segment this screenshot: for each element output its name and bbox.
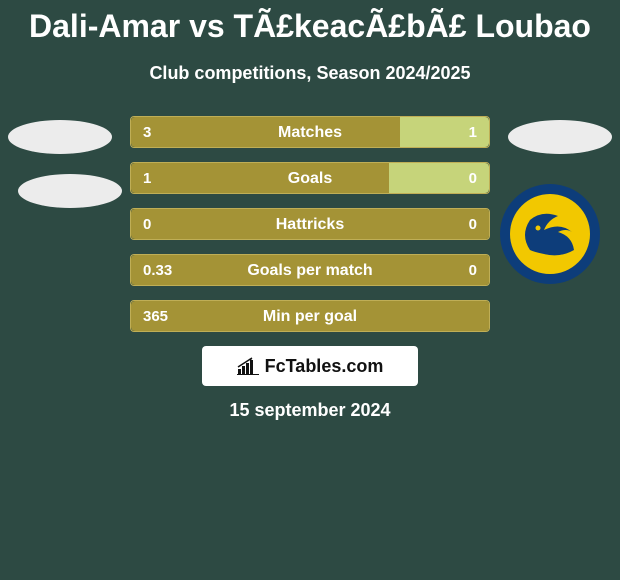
stat-value-right: 0 bbox=[457, 209, 489, 240]
stat-label: Matches bbox=[131, 117, 489, 148]
left-team-logo-placeholder-1 bbox=[8, 120, 112, 154]
stats-container: 3 Matches 1 1 Goals 0 0 Hattricks 0 0.33… bbox=[130, 116, 490, 332]
stat-row: 1 Goals 0 bbox=[130, 162, 490, 194]
stat-value-left: 365 bbox=[131, 301, 180, 332]
stat-value-left: 1 bbox=[131, 163, 163, 194]
right-team-logo-placeholder bbox=[508, 120, 612, 154]
bar-chart-icon bbox=[237, 357, 259, 375]
stat-label: Goals per match bbox=[131, 255, 489, 286]
stat-label: Hattricks bbox=[131, 209, 489, 240]
stat-value-right: 0 bbox=[457, 255, 489, 286]
stat-value-left: 3 bbox=[131, 117, 163, 148]
club-badge: FCSM bbox=[500, 180, 600, 288]
date-label: 15 september 2024 bbox=[0, 400, 620, 421]
badge-text: FCSM bbox=[530, 197, 570, 213]
stat-value-left: 0 bbox=[131, 209, 163, 240]
stat-label: Min per goal bbox=[131, 301, 489, 332]
stat-row: 3 Matches 1 bbox=[130, 116, 490, 148]
stat-row: 0.33 Goals per match 0 bbox=[130, 254, 490, 286]
left-team-logo-placeholder-2 bbox=[18, 174, 122, 208]
brand-badge: FcTables.com bbox=[202, 346, 418, 386]
page-title: Dali-Amar vs TÃ£keacÃ£bÃ£ Loubao bbox=[0, 8, 620, 45]
stat-value-left: 0.33 bbox=[131, 255, 184, 286]
stat-row: 365 Min per goal bbox=[130, 300, 490, 332]
stat-value-right: 0 bbox=[457, 163, 489, 194]
page-subtitle: Club competitions, Season 2024/2025 bbox=[0, 63, 620, 84]
stat-row: 0 Hattricks 0 bbox=[130, 208, 490, 240]
stat-label: Goals bbox=[131, 163, 489, 194]
stat-value-right: 1 bbox=[457, 117, 489, 148]
brand-text: FcTables.com bbox=[265, 356, 384, 377]
